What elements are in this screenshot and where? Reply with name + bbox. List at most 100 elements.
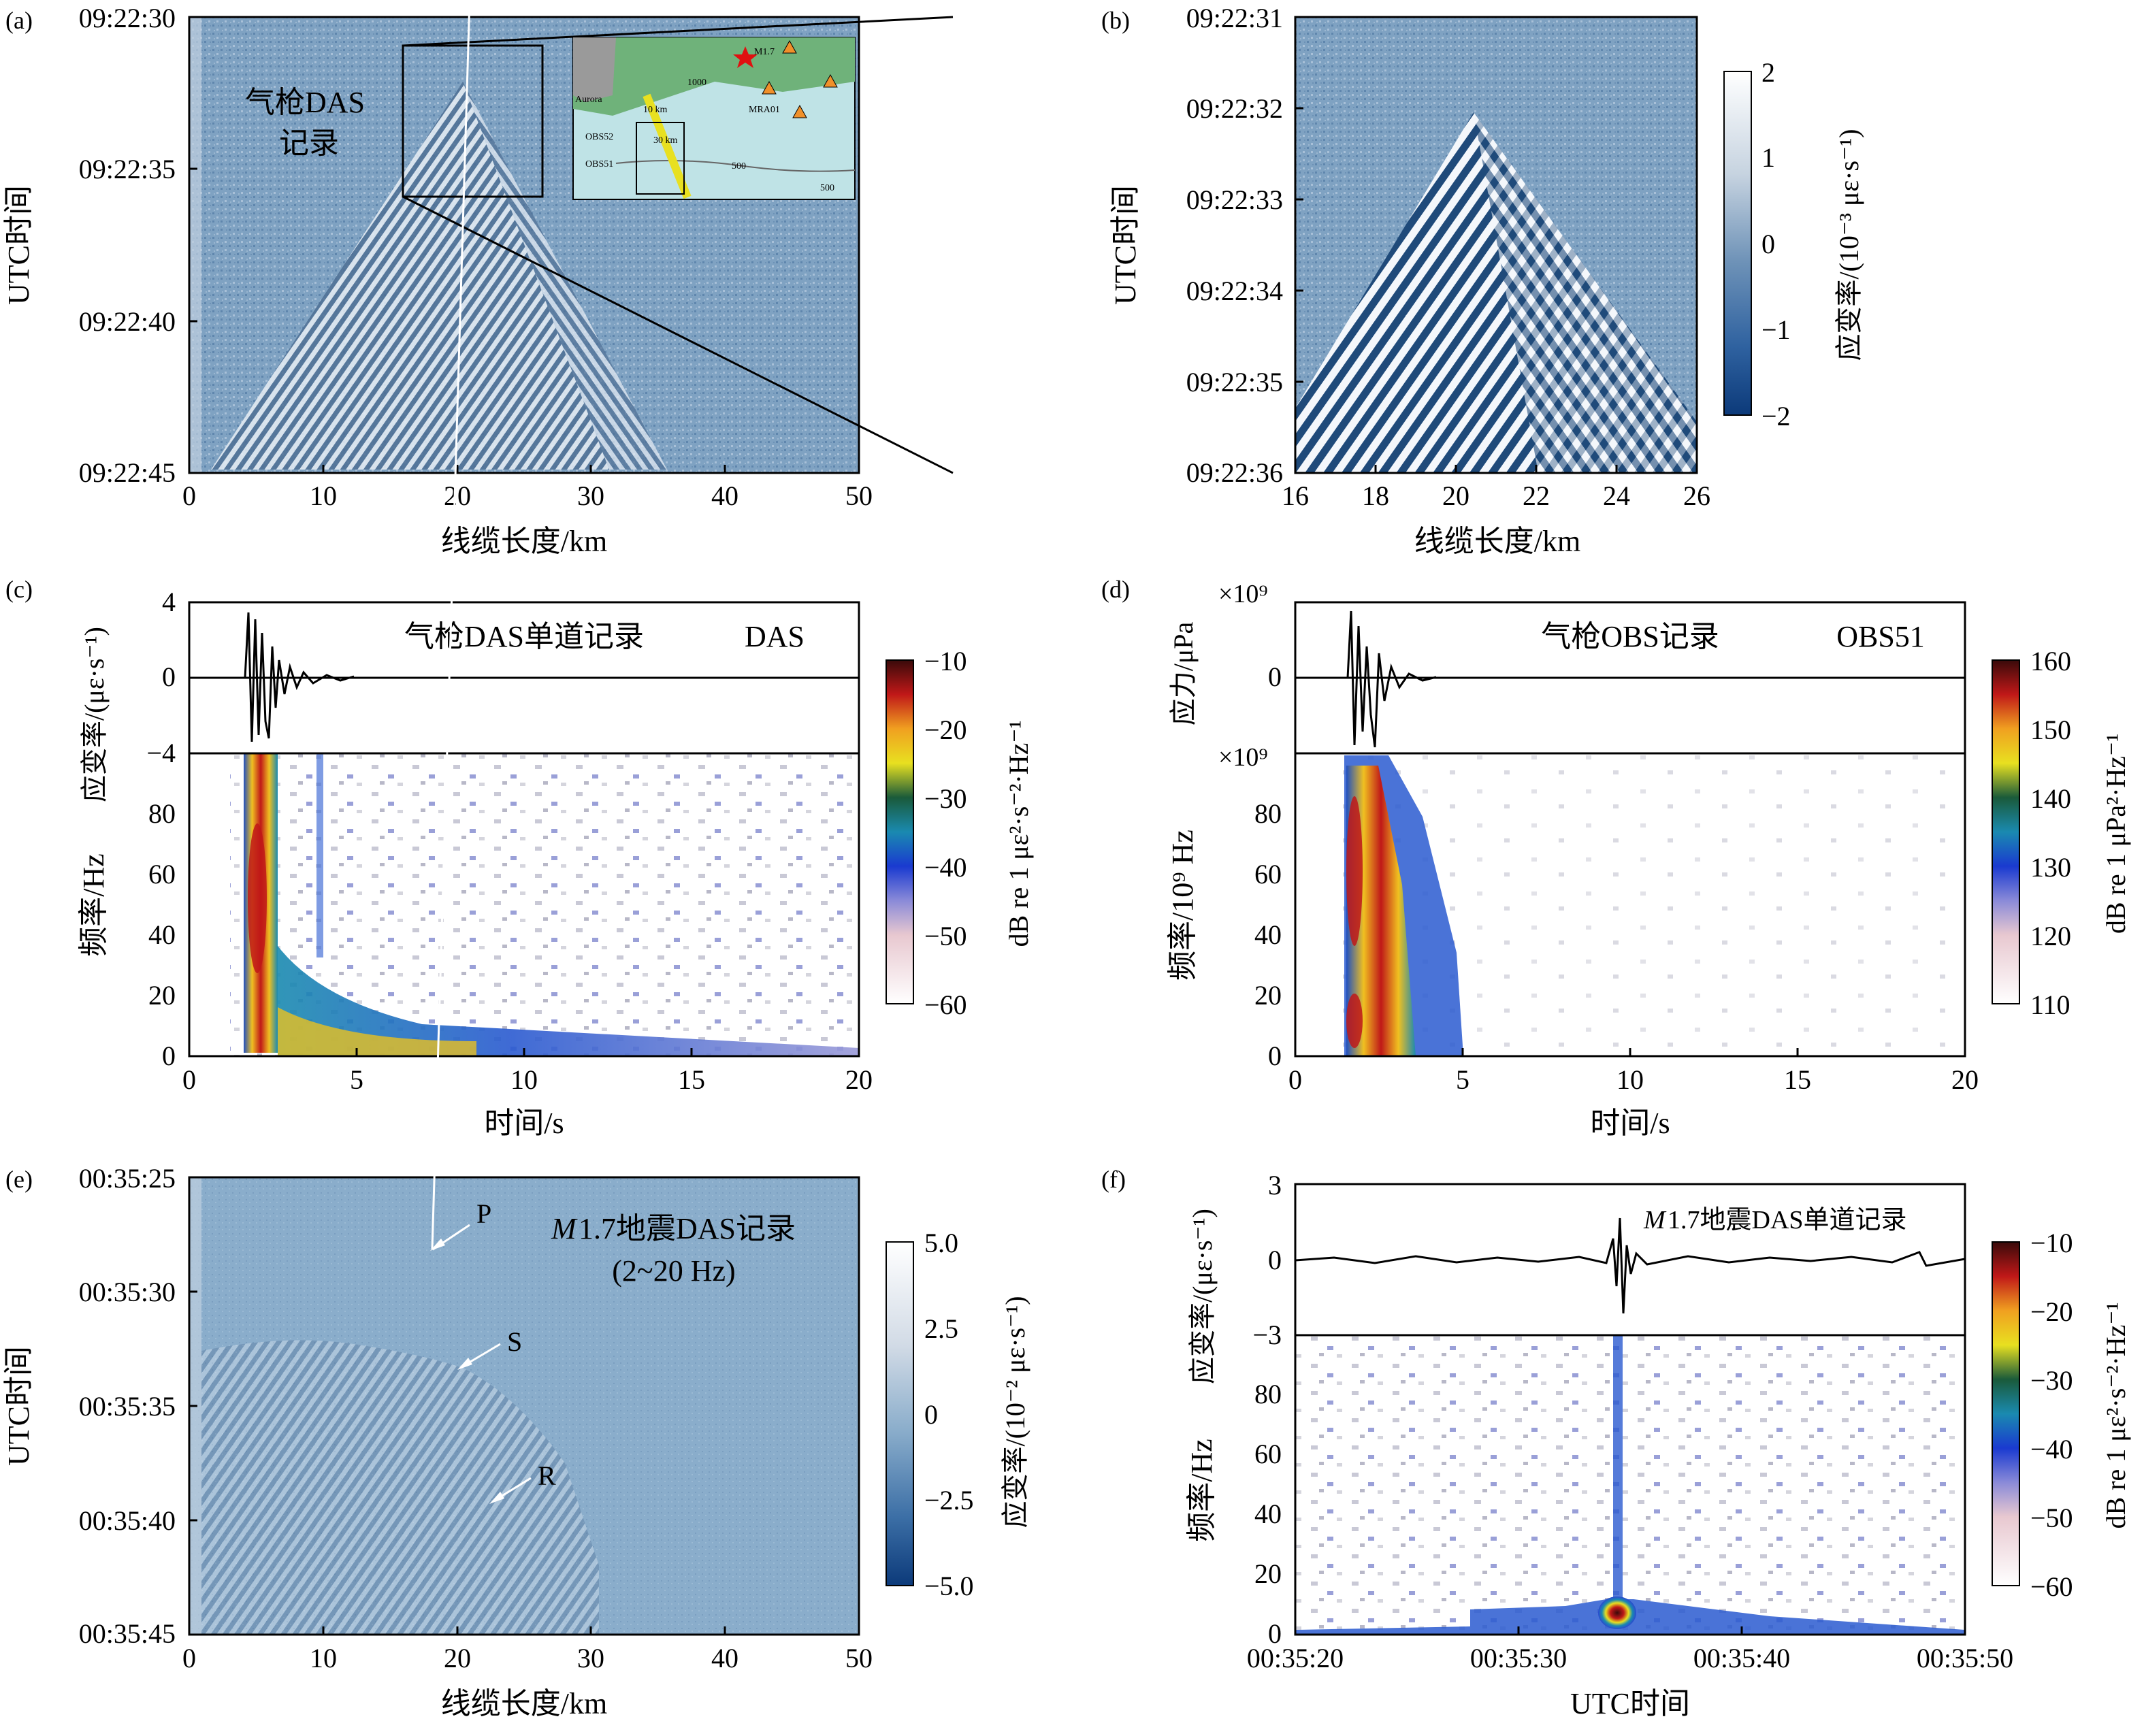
panel-b-colorbar-label: 应变率/(10⁻³ με·s⁻¹) (1834, 129, 1864, 361)
panel-c-pre-onset (189, 753, 230, 1056)
panel-b-colorbar (1723, 71, 1752, 416)
y-tick-label: 09:22:35 (79, 154, 176, 184)
colorbar-tick: −2.5 (924, 1485, 974, 1516)
panel-d-x-ticks: 0 5 10 15 20 (1288, 1048, 1979, 1095)
inset-map: M1.7 Aurora 10 km 1000 MRA01 OBS52 30 km… (572, 37, 856, 200)
panel-c-hot-core (248, 823, 267, 973)
inset-map-land (573, 37, 855, 116)
panel-d-colorbar (1992, 659, 2020, 1004)
station-triangle-icon (792, 104, 807, 118)
panel-e: (e) M 1.7地震DAS记录 (2~20 Hz) P S R 0 10 20… (2, 0, 1030, 1720)
colorbar-tick: 5.0 (924, 1228, 958, 1258)
panel-a-edge-noise (189, 17, 201, 473)
panel-d-title: 气枪OBS记录 (1541, 620, 1719, 653)
panel-d-burst (1346, 766, 1416, 1056)
panel-d-colorbar-label: dB re 1 μPa²·Hz⁻¹ (2100, 734, 2131, 934)
p-arrow-icon (431, 0, 471, 1249)
panel-f-title-italic: M (1643, 1206, 1667, 1234)
panel-c-title: 气枪DAS单道记录 (404, 620, 644, 653)
p-arrow-icon (432, 1224, 470, 1251)
inset-label: MRA01 (749, 105, 780, 115)
panel-d-multiplier: ×10⁹ (1218, 580, 1268, 608)
y-tick-label: 0 (1268, 1245, 1282, 1275)
panel-e-x-label: 线缆长度/km (441, 1687, 607, 1720)
panel-b-y-label: UTC时间 (1109, 185, 1142, 305)
inset-label: 500 (732, 161, 746, 171)
colorbar-tick: −1 (1761, 314, 1791, 345)
panel-f-x-ticks: 00:35:20 00:35:30 00:35:40 00:35:50 (1247, 1626, 2013, 1673)
y-tick-label: 80 (1254, 798, 1282, 829)
y-tick-label: 00:35:25 (79, 1163, 176, 1194)
colorbar-tick: −10 (2030, 1228, 2073, 1258)
panel-c-streak (316, 753, 323, 957)
panel-a: (a) 气枪DAS 记录 M1.7 Aurora 10 km (2, 3, 954, 558)
station-triangle-icon (762, 80, 777, 95)
x-tick-label: 0 (182, 1643, 196, 1673)
x-tick-label: 10 (510, 1064, 538, 1095)
panel-b: (b) 16 18 20 22 24 26 09:22:31 09 (1101, 3, 1864, 558)
panel-a-annotation-line2: 记录 (279, 127, 339, 160)
panel-a-y-ticks: 09:22:30 09:22:35 09:22:40 09:22:45 (79, 3, 197, 488)
x-tick-label: 0 (182, 480, 196, 511)
panel-c-spec-y-ticks: 0 20 40 60 80 (148, 798, 176, 1071)
panel-c-spec-y-label: 频率/Hz (77, 853, 110, 957)
inset-label: 1000 (687, 78, 706, 88)
y-tick-label: 09:22:45 (79, 457, 176, 488)
colorbar-tick: −40 (924, 852, 967, 883)
panel-c-waveform-y-label: 应变率/(με·s⁻¹) (79, 627, 110, 802)
x-tick-label: 5 (350, 1064, 363, 1095)
panel-e-label: (e) (5, 1166, 33, 1193)
panel-e-wavefield (201, 1340, 599, 1635)
panel-f-x-label: UTC时间 (1570, 1687, 1690, 1720)
colorbar-tick: −30 (924, 783, 967, 814)
colorbar-tick: 2.5 (924, 1313, 958, 1344)
colorbar-tick: −5.0 (924, 1571, 974, 1601)
colorbar-tick: 150 (2030, 715, 2071, 745)
panel-e-y-ticks: 00:35:25 00:35:30 00:35:35 00:35:40 00:3… (79, 1163, 197, 1649)
x-tick-label: 20 (845, 1064, 873, 1095)
y-tick-label: 00:35:40 (79, 1505, 176, 1536)
x-tick-label: 20 (444, 1643, 471, 1673)
panel-a-x-label: 线缆长度/km (441, 525, 607, 558)
y-tick-label: 09:22:32 (1186, 93, 1283, 124)
colorbar-tick: 120 (2030, 921, 2071, 951)
phase-label-r: R (538, 1460, 556, 1491)
panel-c-tail (278, 946, 859, 1056)
y-tick-label: 60 (1254, 1439, 1282, 1469)
panel-c-label: (c) (5, 576, 33, 603)
x-tick-label: 30 (577, 480, 604, 511)
x-tick-label: 10 (310, 480, 337, 511)
panel-d-hot-core (1346, 796, 1363, 946)
colorbar-tick: 130 (2030, 852, 2071, 883)
panel-f-colorbar-label: dB re 1 με²·s⁻²·Hz⁻¹ (2100, 1302, 2131, 1528)
panel-f-label: (f) (1101, 1166, 1126, 1193)
phase-label-s: S (507, 1326, 522, 1357)
y-tick-label: 40 (1254, 1498, 1282, 1529)
inset-label: OBS52 (585, 132, 613, 142)
y-tick-label: 20 (148, 980, 176, 1011)
y-tick-label: −4 (146, 738, 176, 768)
panel-b-wavefield-right (1474, 112, 1697, 473)
y-tick-label: 60 (1254, 859, 1282, 889)
colorbar-tick: 140 (2030, 783, 2071, 814)
panel-f: (f) M 1.7地震DAS单道记录 3 0 −3 应变率/(με·s⁻¹) 0… (1101, 1166, 2131, 1720)
colorbar-tick: 0 (924, 1399, 938, 1430)
panel-c-tail-yellow (278, 1007, 476, 1056)
colorbar-tick: −2 (1761, 401, 1791, 431)
panel-e-colorbar-label: 应变率/(10⁻² με·s⁻¹) (1000, 1296, 1030, 1528)
x-tick-label: 22 (1523, 480, 1550, 511)
y-tick-label: 0 (1268, 1041, 1282, 1071)
colorbar-tick: 0 (1761, 229, 1775, 259)
inset-label: M1.7 (754, 47, 775, 57)
y-tick-label: 0 (1268, 1618, 1282, 1649)
panel-d-label: (d) (1101, 576, 1130, 603)
panel-d-pre-onset (1295, 753, 1343, 1056)
panel-d-spec-y-ticks: 0 20 40 60 80 (1254, 798, 1282, 1071)
panel-a-x-ticks: 0 10 20 30 40 50 (182, 465, 873, 511)
panel-a-annotation-line1: 气枪DAS (245, 86, 365, 119)
y-tick-label: 00:35:35 (79, 1391, 176, 1422)
y-tick-label: 00:35:45 (79, 1618, 176, 1649)
panel-c-x-label: 时间/s (484, 1107, 564, 1140)
panel-c-legend: DAS (745, 620, 805, 653)
panel-e-y-label: UTC时间 (2, 1346, 35, 1466)
